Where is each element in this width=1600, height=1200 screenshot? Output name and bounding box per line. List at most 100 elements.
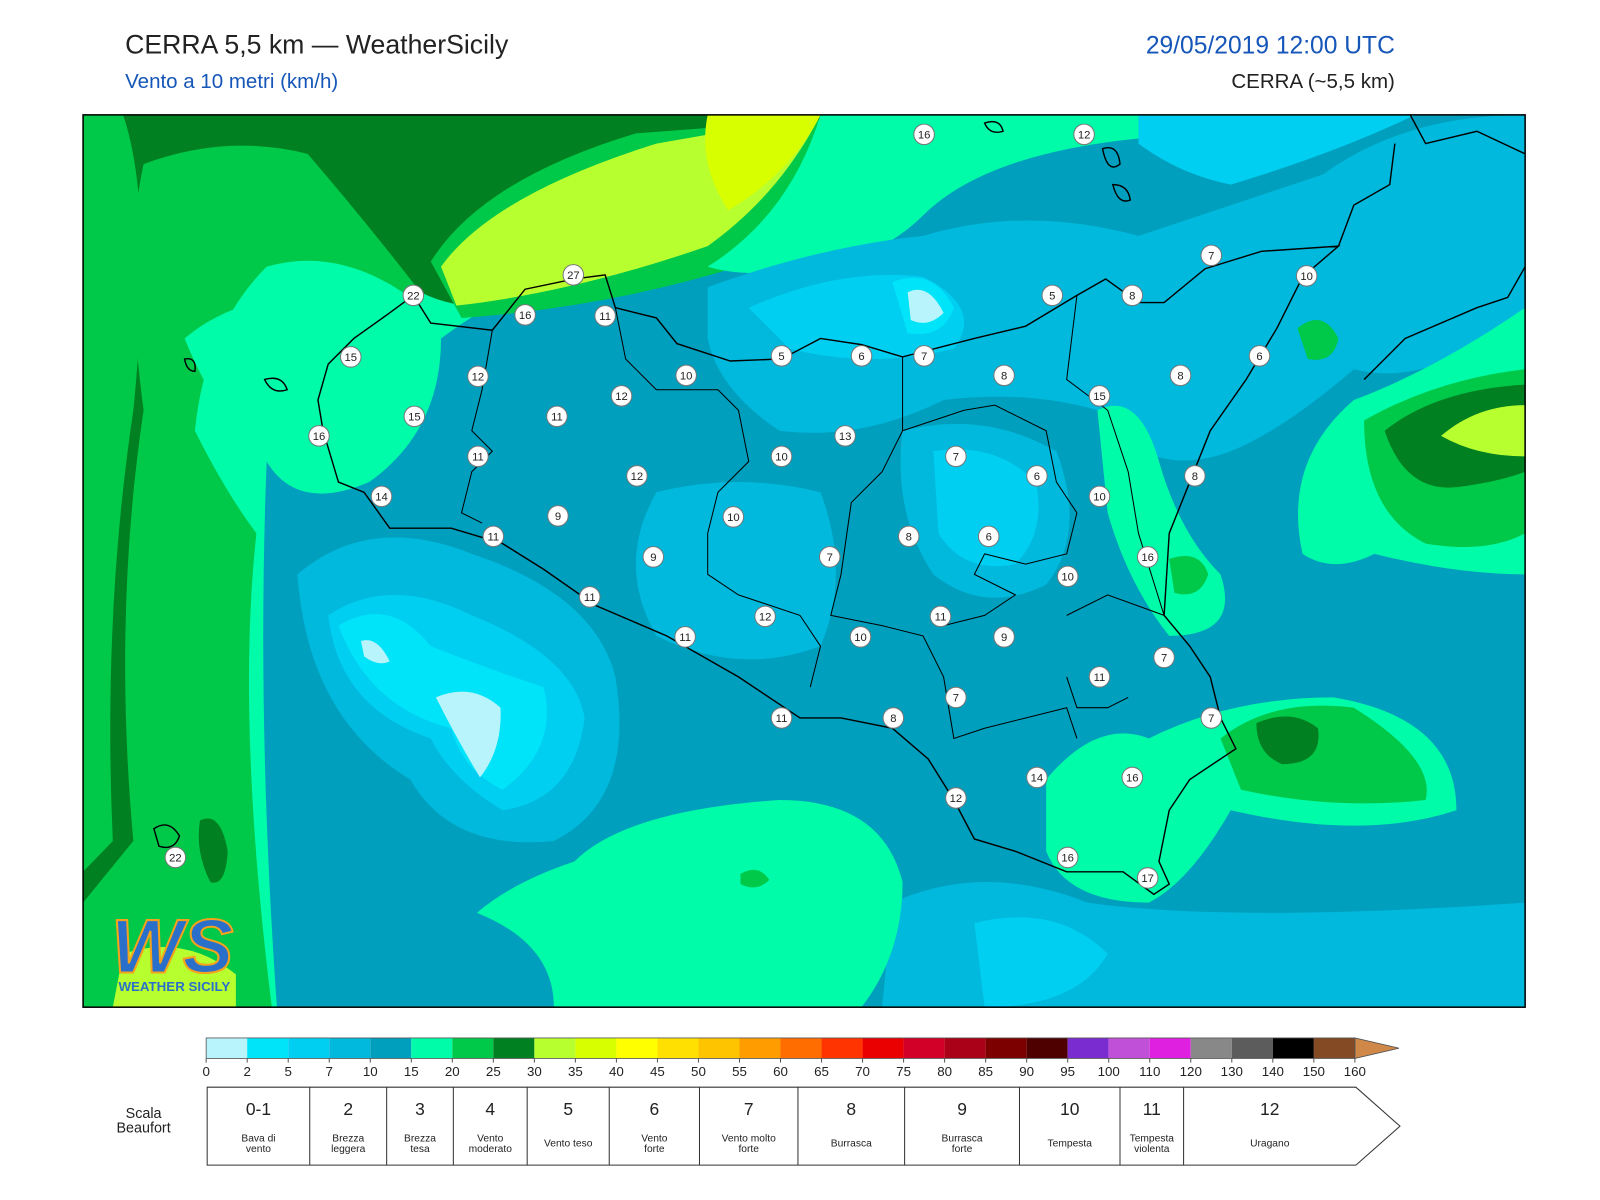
station-marker — [467, 365, 489, 388]
logo-mark: WS — [111, 904, 233, 989]
beaufort-description: Vento teso — [544, 1139, 593, 1150]
colorbar-segment — [534, 1037, 576, 1059]
beaufort-label: Scala Beaufort — [116, 1106, 170, 1136]
station-marker — [913, 123, 935, 146]
colorbar-segment — [1272, 1037, 1314, 1059]
beaufort-force: 10 — [1060, 1099, 1080, 1119]
model: CERRA (~5,5 km) — [1231, 70, 1394, 93]
station-marker — [467, 445, 489, 468]
station-value: 10 — [1093, 492, 1106, 504]
station-value: 16 — [1141, 552, 1154, 564]
field-area — [707, 114, 1139, 274]
beaufort-description: Vento moderato — [469, 1134, 513, 1155]
station-value: 11 — [1094, 672, 1106, 684]
colorbar-tick-label: 35 — [568, 1064, 583, 1079]
station-value: 7 — [827, 552, 833, 564]
station-marker — [1088, 485, 1111, 508]
station-marker — [754, 605, 776, 628]
colorbar-segment — [575, 1037, 617, 1059]
coastline — [1337, 114, 1526, 380]
station-marker — [626, 465, 648, 487]
map-frame — [82, 114, 1526, 1008]
station-value: 15 — [345, 352, 358, 364]
colorbar-segment — [1067, 1037, 1109, 1059]
colorbar-over-arrow — [1354, 1037, 1400, 1059]
station-value: 9 — [650, 552, 656, 564]
colorbar-tick-label: 85 — [978, 1064, 993, 1079]
station-value: 11 — [551, 412, 563, 424]
station-value: 13 — [839, 431, 852, 443]
colorbar-segment — [1231, 1037, 1273, 1059]
station-marker — [1088, 385, 1111, 407]
colorbar-segment — [1190, 1037, 1232, 1059]
station-value: 12 — [759, 612, 772, 624]
beaufort-description: Brezza leggera — [331, 1134, 365, 1155]
station-value: 11 — [584, 592, 596, 604]
station-value: 8 — [890, 713, 896, 725]
beaufort-description: Bava di vento — [241, 1134, 275, 1155]
station-value: 10 — [727, 512, 740, 524]
beaufort-force: 11 — [1143, 1099, 1161, 1119]
station-marker — [403, 405, 426, 428]
station-marker — [1121, 766, 1144, 789]
colorbar-tick-label: 55 — [732, 1064, 747, 1079]
station-marker — [1136, 546, 1159, 568]
station-value: 11 — [935, 612, 947, 624]
station-marker — [594, 305, 616, 327]
province-border — [460, 295, 1165, 740]
station-marker — [1169, 364, 1192, 387]
colorbar-tick-label: 7 — [326, 1064, 333, 1079]
station-marker — [642, 546, 665, 568]
station-value: 6 — [986, 532, 992, 544]
station-value: 10 — [1061, 572, 1074, 584]
colorbar-segment — [1026, 1037, 1068, 1059]
colorbar-segment — [862, 1037, 904, 1059]
colorbar-tick-label: 25 — [486, 1064, 501, 1079]
colorbar-tick-label: 15 — [404, 1064, 419, 1079]
field-area — [361, 640, 501, 778]
beaufort-description: Tempesta violenta — [1130, 1134, 1175, 1155]
colorbar-segment — [616, 1037, 658, 1059]
colorbar-segment — [247, 1037, 289, 1059]
station-value: 22 — [169, 853, 182, 865]
station-marker — [849, 626, 872, 648]
station-marker — [1200, 707, 1223, 729]
colorbar-tick-label: 10 — [363, 1064, 378, 1079]
station-marker — [610, 385, 633, 407]
beaufort-description: Vento molto forte — [722, 1134, 776, 1155]
station-marker — [164, 846, 187, 869]
colorbar-tick-label: 150 — [1303, 1064, 1325, 1079]
station-marker — [993, 626, 1015, 648]
colorbar-segment — [370, 1037, 412, 1059]
station-value: 16 — [1126, 773, 1139, 785]
station-value: 10 — [1300, 271, 1313, 283]
colorbar-tick-label: 20 — [445, 1064, 460, 1079]
colorbar: 0 2 5 7 10 15 20 25 30 35 40 45 50 55 60 65 70 75 80 85 90 95… — [202, 1037, 1400, 1079]
field-area — [112, 947, 236, 1008]
colorbar-tick-label: 75 — [896, 1064, 911, 1079]
colorbar-tick-label: 30 — [527, 1064, 542, 1079]
subtitle: Vento a 10 metri (km/h) — [125, 70, 338, 93]
island — [153, 120, 1132, 849]
station-marker — [547, 505, 569, 527]
station-value: 9 — [1001, 632, 1007, 644]
station-marker — [308, 425, 330, 447]
station-value: 14 — [375, 492, 388, 504]
station-value: 7 — [1208, 250, 1214, 262]
colorbar-segment — [411, 1037, 453, 1059]
station-marker — [482, 525, 505, 548]
field-area — [83, 114, 142, 872]
beaufort-description: Uragano — [1250, 1139, 1290, 1150]
station-value: 16 — [918, 129, 931, 141]
station-value: 16 — [313, 431, 326, 443]
station-value: 15 — [1093, 391, 1106, 403]
station-marker — [945, 445, 967, 468]
colorbar-segment — [493, 1037, 535, 1059]
station-marker — [1026, 465, 1048, 487]
station-value: 16 — [1061, 853, 1074, 865]
beaufort-force: 6 — [650, 1099, 660, 1119]
station-value: 17 — [1141, 873, 1154, 885]
colorbar-segment — [657, 1037, 699, 1059]
station-value: 11 — [472, 452, 484, 464]
